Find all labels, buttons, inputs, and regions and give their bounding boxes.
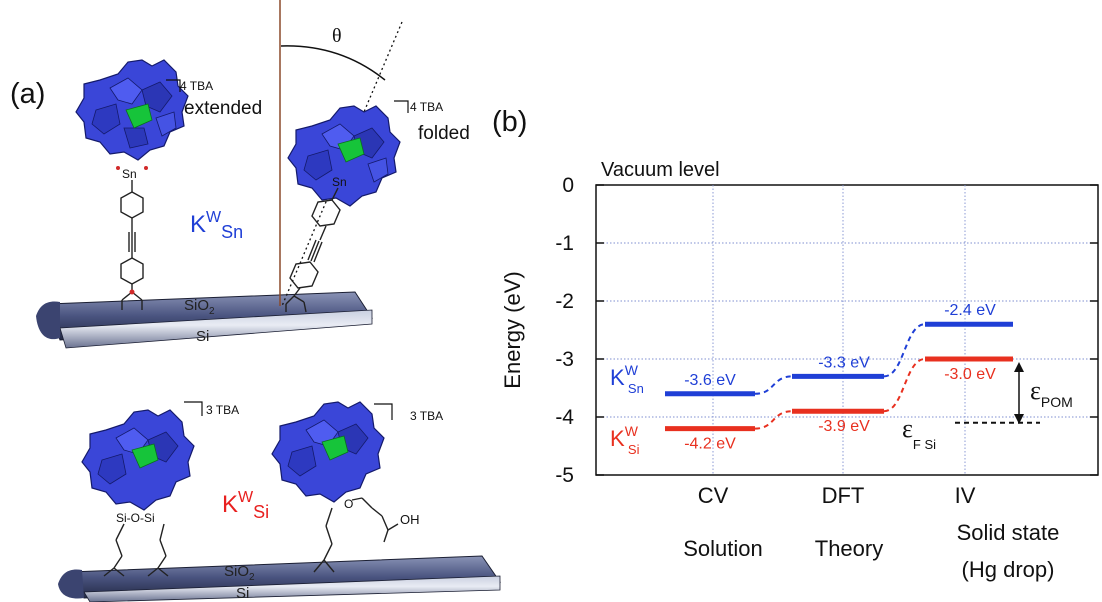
y-tick-label: -3 <box>555 348 574 371</box>
alkyl-chains-right <box>313 497 399 573</box>
extended-label: extended <box>184 98 262 119</box>
si-molecule-left: Si-O-Si 3 TBA <box>81 401 239 577</box>
top-substrate: SiO2 Si <box>36 291 373 349</box>
y-tick-label: 0 <box>562 174 574 197</box>
category-note-cv: Solution <box>683 536 763 561</box>
legend-sn: KW Sn <box>610 362 644 396</box>
y-tick-label: -1 <box>555 232 574 255</box>
angle-arc <box>280 45 386 81</box>
pom-cluster-si-right <box>271 401 385 503</box>
category-labels: CV DFT IV Solution Theory Solid state (H… <box>683 483 1059 582</box>
compound-sn-label: KWSn <box>190 209 243 242</box>
connector-dashed <box>754 410 793 430</box>
top-substrate-si: Si <box>196 328 209 345</box>
folded-label: folded <box>418 123 470 144</box>
pom-cluster-extended <box>75 59 189 170</box>
category-note-iv-2: (Hg drop) <box>962 557 1055 582</box>
y-axis-label: Energy (eV) <box>500 271 525 388</box>
alkyl-chains-left <box>103 523 169 577</box>
bottom-substrate-si: Si <box>236 585 249 602</box>
y-axis: 0 -1 -2 -3 -4 -5 <box>555 174 1098 487</box>
y-tick-label: -2 <box>555 290 574 313</box>
category-label-iv: IV <box>955 483 976 508</box>
panel-b-label: (b) <box>492 106 527 138</box>
folded-molecule: Sn 4 TBA folded <box>285 100 470 313</box>
bottom-substrate-sio2: SiO2 <box>224 563 255 583</box>
o-atom-right: O <box>344 497 353 511</box>
linker-extended <box>120 180 144 310</box>
category-label-dft: DFT <box>822 483 865 508</box>
connector-dashed <box>754 375 793 395</box>
energy-level-label: -2.4 eV <box>944 302 996 319</box>
panel-a-label: (a) <box>10 78 45 110</box>
connector-dashed <box>883 358 926 413</box>
y-tick-label: -4 <box>555 406 574 429</box>
angle-construction: θ <box>279 0 403 307</box>
si-linker-left: Si-O-Si <box>116 511 155 525</box>
category-note-dft: Theory <box>815 536 883 561</box>
tba-si-left: 3 TBA <box>206 403 239 417</box>
tba-si-right: 3 TBA <box>410 409 443 423</box>
eps-pom-annotation: εPOM <box>1014 362 1073 424</box>
pom-cluster-si-left <box>81 409 195 511</box>
eps-f-label: εF Si <box>902 414 936 452</box>
sn-atom-folded: Sn <box>332 175 347 189</box>
linker-folded <box>285 187 341 313</box>
legend-si: KW Si <box>610 423 640 457</box>
extended-molecule: Sn 4 TBA extended <box>75 59 262 310</box>
y-tick-label: -5 <box>555 464 574 487</box>
acid-oh: OH <box>400 512 420 527</box>
energy-level-label: -3.0 eV <box>944 366 996 383</box>
energy-level-label: -3.6 eV <box>684 372 736 389</box>
energy-level-label: -3.9 eV <box>818 418 870 435</box>
plot-frame <box>595 184 1099 476</box>
tba-folded: 4 TBA <box>410 100 443 114</box>
si-molecule-right: O OH 3 TBA <box>271 401 443 573</box>
vacuum-level-label: Vacuum level <box>601 159 720 181</box>
tba-extended: 4 TBA <box>180 79 213 93</box>
top-substrate-sio2: SiO2 <box>184 297 215 317</box>
bottom-substrate: SiO2 Si <box>58 555 501 602</box>
eps-pom-label: εPOM <box>1030 376 1073 410</box>
energy-level-label: -3.3 eV <box>818 354 870 371</box>
category-note-iv: Solid state <box>957 520 1060 545</box>
plot-marks: -3.6 eV -3.3 eV -2.4 eV -4.2 eV -3.9 eV -3.0 … <box>665 302 1040 453</box>
panel-b: (b) 0 -1 -2 -3 -4 -5 -3.6 eV -3.3 eV -2.4 eV -4.… <box>492 106 1099 582</box>
pom-cluster-folded <box>287 105 401 207</box>
energy-level-label: -4.2 eV <box>684 436 736 453</box>
panel-a: (a) SiO2 Si Sn <box>10 0 501 602</box>
category-label-cv: CV <box>698 483 729 508</box>
theta-symbol: θ <box>332 25 342 47</box>
molecule-axis-dotted <box>281 21 403 307</box>
connector-dashed <box>883 323 926 378</box>
compound-si-label: KWSi <box>222 489 269 522</box>
sn-atom-extended: Sn <box>122 167 137 181</box>
